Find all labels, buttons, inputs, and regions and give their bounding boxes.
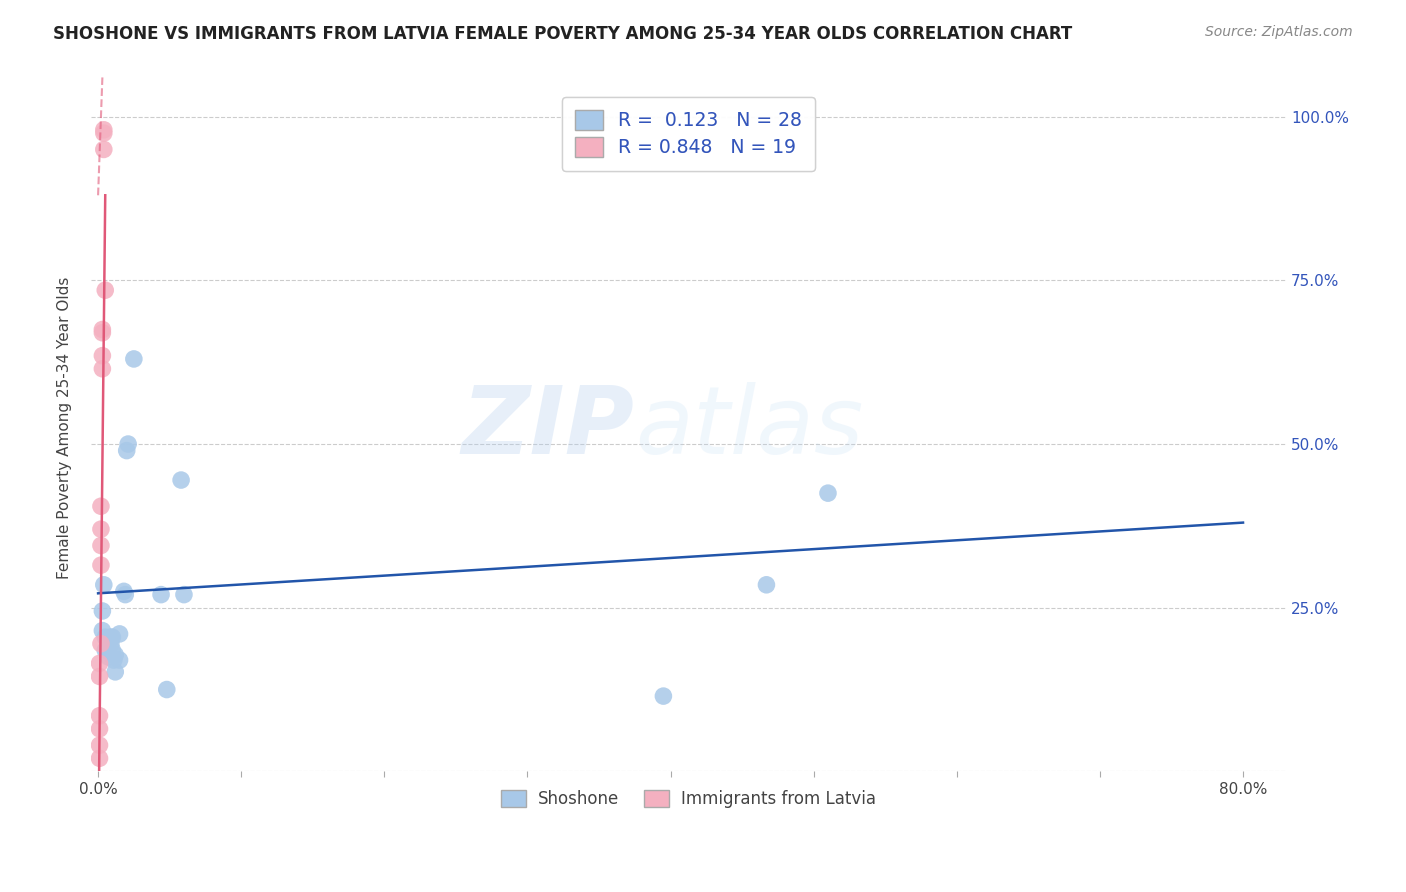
Point [100, 630, 122, 644]
Text: Source: ZipAtlas.com: Source: ZipAtlas.com [1205, 25, 1353, 39]
Point [93, 143, 115, 157]
Point [173, 588, 195, 602]
Point [103, 653, 125, 667]
Point [89, 657, 111, 671]
Point [91, 349, 114, 363]
Point [150, 588, 173, 602]
Legend: Shoshone, Immigrants from Latvia: Shoshone, Immigrants from Latvia [495, 783, 883, 814]
Point [90, 539, 112, 553]
Point [652, 689, 675, 703]
Point [97, 643, 120, 657]
Point [104, 648, 127, 662]
Point [91, 624, 114, 638]
Text: SHOSHONE VS IMMIGRANTS FROM LATVIA FEMALE POVERTY AMONG 25-34 YEAR OLDS CORRELAT: SHOSHONE VS IMMIGRANTS FROM LATVIA FEMAL… [53, 25, 1073, 43]
Point [89, 708, 111, 723]
Point [90, 558, 112, 573]
Point [91, 322, 114, 336]
Point [94, 643, 117, 657]
Point [94, 283, 117, 297]
Point [156, 682, 179, 697]
Point [90, 500, 112, 514]
Point [112, 584, 135, 599]
Point [101, 643, 124, 657]
Point [170, 473, 193, 487]
Point [91, 326, 114, 340]
Point [90, 637, 112, 651]
Point [104, 665, 127, 679]
Point [94, 630, 117, 644]
Point [91, 604, 114, 618]
Point [100, 637, 122, 651]
Point [108, 653, 131, 667]
Point [93, 578, 115, 592]
Point [122, 351, 145, 366]
Point [89, 722, 111, 736]
Point [97, 649, 120, 664]
Point [108, 627, 131, 641]
Point [117, 437, 139, 451]
Point [93, 123, 115, 137]
Point [90, 522, 112, 536]
Point [115, 443, 138, 458]
Text: ZIP: ZIP [461, 382, 634, 474]
Text: atlas: atlas [634, 382, 863, 473]
Point [91, 361, 114, 376]
Point [817, 486, 839, 500]
Point [101, 630, 124, 644]
Y-axis label: Female Poverty Among 25-34 Year Olds: Female Poverty Among 25-34 Year Olds [58, 277, 72, 579]
Point [89, 751, 111, 765]
Point [114, 588, 136, 602]
Point [89, 738, 111, 752]
Point [93, 126, 115, 140]
Point [89, 669, 111, 683]
Point [755, 578, 778, 592]
